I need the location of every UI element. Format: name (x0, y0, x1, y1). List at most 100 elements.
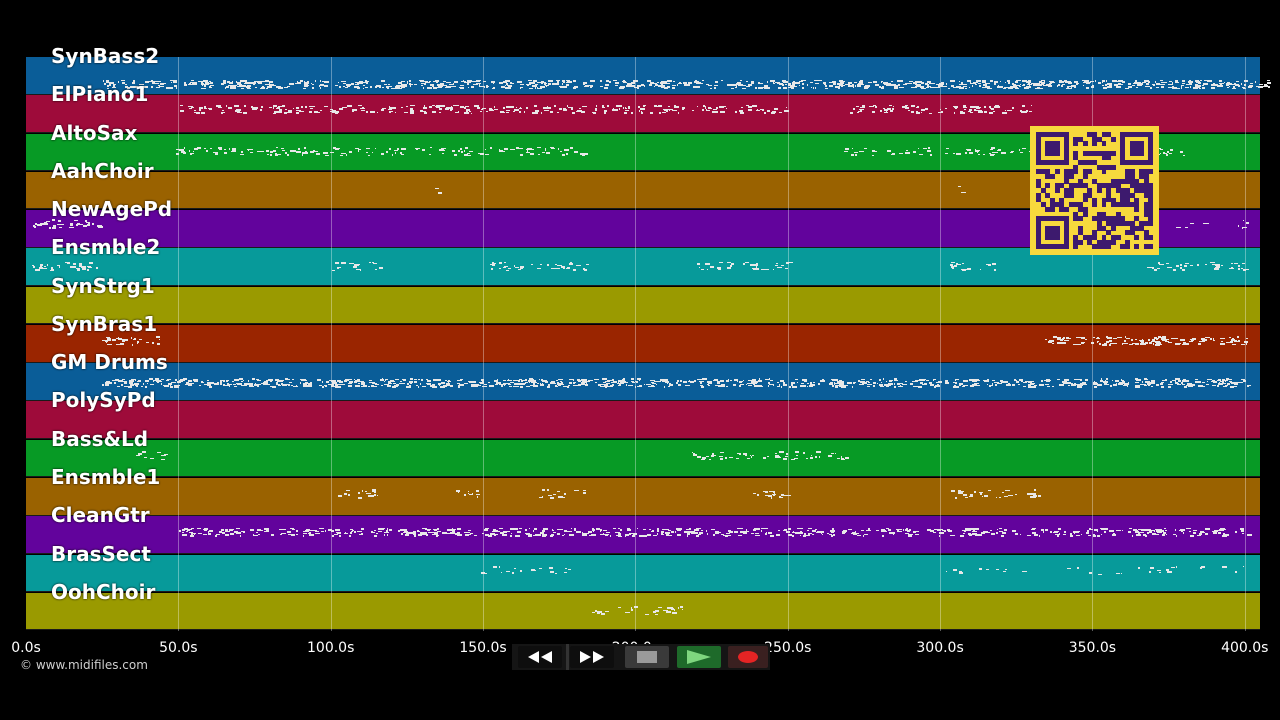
midi-note (656, 528, 659, 530)
midi-note (582, 381, 587, 383)
midi-note (1074, 383, 1079, 386)
midi-note (962, 269, 966, 271)
midi-note (1160, 343, 1163, 346)
midi-note (1125, 336, 1127, 338)
midi-note (231, 81, 233, 83)
midi-note (568, 106, 574, 109)
midi-note (504, 148, 508, 150)
midi-note (531, 85, 535, 87)
midi-note (872, 150, 875, 152)
midi-note (559, 86, 564, 88)
midi-note (1115, 383, 1118, 385)
midi-note (468, 86, 470, 89)
midi-note (331, 384, 335, 386)
midi-note (233, 531, 238, 533)
midi-note (131, 378, 137, 381)
midi-note (280, 533, 283, 536)
midi-note (1020, 380, 1024, 383)
midi-note (220, 379, 224, 382)
qr-module (1148, 197, 1154, 203)
midi-note (173, 81, 178, 83)
midi-note (831, 379, 835, 382)
midi-note (289, 83, 295, 85)
midi-note (464, 105, 469, 108)
qr-module (1087, 169, 1093, 175)
midi-note (193, 111, 199, 113)
midi-note (761, 527, 765, 530)
midi-note (1222, 535, 1227, 537)
midi-note (885, 384, 891, 386)
midi-note (301, 106, 303, 108)
midi-note (534, 87, 536, 89)
midi-note (883, 83, 887, 86)
midi-note (668, 534, 672, 537)
midi-note (387, 381, 391, 383)
midi-note (1202, 222, 1207, 225)
midi-note (155, 378, 160, 380)
midi-note (661, 528, 667, 531)
record-button[interactable] (728, 646, 768, 668)
play-button[interactable] (677, 646, 721, 668)
qr-module (1106, 239, 1112, 245)
midi-note (731, 263, 735, 265)
midi-note (209, 86, 212, 88)
midi-note (491, 264, 496, 266)
midi-note (1189, 338, 1191, 341)
midi-note (1131, 342, 1135, 345)
midi-note (369, 111, 374, 113)
midi-note (235, 110, 237, 112)
midi-note (1070, 535, 1073, 537)
midi-note (719, 531, 721, 534)
midi-note (985, 531, 991, 534)
midi-note (561, 83, 564, 85)
qr-module (1138, 174, 1144, 180)
stop-button[interactable] (625, 646, 669, 668)
midi-note (143, 456, 147, 459)
midi-note (970, 385, 974, 387)
midi-note (330, 530, 335, 532)
midi-note (944, 107, 947, 110)
midi-note (992, 263, 996, 265)
midi-note (315, 532, 320, 535)
midi-note (1061, 342, 1066, 344)
midi-note (1188, 385, 1193, 387)
midi-note (1225, 84, 1229, 86)
midi-note (409, 80, 411, 82)
midi-note (281, 379, 285, 382)
midi-note (184, 84, 187, 86)
midi-note (213, 151, 218, 154)
midi-note (209, 530, 213, 532)
midi-note (1182, 343, 1185, 346)
midi-note (669, 85, 671, 88)
midi-note (535, 384, 537, 387)
midi-note (374, 385, 377, 388)
midi-note (506, 106, 512, 108)
midi-note (1080, 533, 1082, 536)
midi-note (551, 381, 555, 383)
qr-module (1092, 160, 1098, 166)
midi-note (899, 80, 903, 82)
midi-note (1181, 80, 1186, 82)
midi-note (1181, 85, 1183, 87)
midi-note (84, 220, 87, 222)
qr-module (1134, 202, 1140, 208)
midi-note (1200, 385, 1206, 388)
midi-note (1139, 343, 1143, 345)
midi-note (549, 382, 552, 384)
midi-note (838, 84, 842, 86)
midi-note (293, 385, 298, 388)
midi-note (1247, 86, 1252, 88)
midi-note (644, 613, 649, 616)
midi-note (509, 528, 515, 530)
rewind-button[interactable] (518, 646, 562, 668)
midi-note (992, 151, 997, 154)
midi-note (288, 110, 292, 112)
midi-note (860, 109, 862, 111)
midi-note (387, 83, 391, 86)
midi-note (1157, 569, 1161, 572)
midi-note (431, 111, 436, 113)
fast-forward-button[interactable] (570, 646, 614, 668)
midi-note (1175, 343, 1181, 345)
midi-note (78, 265, 83, 267)
midi-note (1217, 385, 1219, 387)
